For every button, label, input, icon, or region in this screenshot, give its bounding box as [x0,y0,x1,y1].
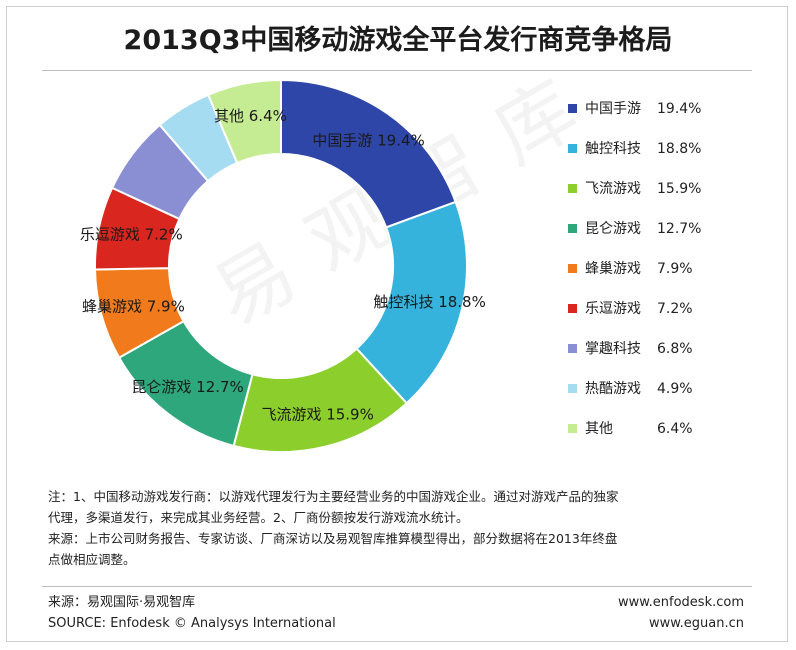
chart-frame [6,6,788,642]
legend-swatch-3 [568,223,577,233]
legend-swatch-2 [568,183,577,193]
legend-item-1: 触控科技 18.8% [568,138,701,158]
note-line-2: 代理，多渠道发行，来完成其业务经营。2、厂商份额按发行游戏流水统计。 [48,510,469,525]
slice-label-3: 昆仑游戏 12.7% [131,378,243,396]
footer-divider [42,586,752,587]
footer-url-enfodesk[interactable]: www.enfodesk.com [617,595,744,610]
legend-value-6: 6.8% [657,341,693,357]
legend-value-7: 4.9% [657,381,693,397]
legend-value-4: 7.9% [657,261,693,277]
donut-chart: 中国手游 19.4% 触控科技 18.8% 飞流游戏 15.9% 昆仑游戏 12.7%… [80,78,486,453]
legend-item-3: 昆仑游戏 12.7% [568,218,701,238]
legend-item-2: 飞流游戏 15.9% [568,178,701,198]
legend-label-4: 蜂巢游戏 [585,261,641,277]
footer-source: 来源：易观国际·易观智库 SOURCE: Enfodesk © Analysys… [48,592,336,634]
notes-block: 注：1、中国移动游戏发行商：以游戏代理发行为主要经营业务的中国游戏企业。通过对游… [48,486,748,570]
legend-swatch-6 [568,343,577,353]
legend-item-8: 其他 6.4% [568,418,693,438]
legend-item-0: 中国手游 19.4% [568,98,701,118]
note-line-1: 注：1、中国移动游戏发行商：以游戏代理发行为主要经营业务的中国游戏企业。通过对游… [48,489,619,504]
legend-value-5: 7.2% [657,301,693,317]
legend-swatch-0 [568,103,577,113]
chart-title: 2013Q3中国移动游戏全平台发行商竞争格局 [123,25,673,56]
slice-label-2: 飞流游戏 15.9% [261,406,373,424]
title-divider [42,70,752,71]
legend-swatch-1 [568,143,577,153]
source-note-line-1: 来源：上市公司财务报告、专家访谈、厂商深访以及易观智库推算模型得出，部分数据将在… [48,531,618,546]
legend-label-5: 乐逗游戏 [585,301,641,317]
legend-item-7: 热酷游戏 4.9% [568,378,693,398]
legend-swatch-4 [568,263,577,273]
slice-label-0: 中国手游 19.4% [312,132,424,150]
slice-label-4: 蜂巢游戏 7.9% [82,297,185,315]
legend-label-0: 中国手游 [585,101,641,117]
source-note-line-2: 点做相应调整。 [48,552,136,567]
legend-swatch-5 [568,303,577,313]
legend-label-3: 昆仑游戏 [585,221,641,237]
footer-url-eguan[interactable]: www.eguan.cn [648,616,744,631]
slice-label-5: 乐逗游戏 7.2% [80,226,183,244]
slice-label-8: 其他 6.4% [214,107,287,125]
legend-value-8: 6.4% [657,421,693,437]
legend-label-1: 触控科技 [585,141,641,157]
legend-label-8: 其他 [585,421,613,437]
legend-value-2: 15.9% [657,181,702,197]
footer-source-en: SOURCE: Enfodesk © Analysys Internationa… [48,616,336,631]
legend-label-2: 飞流游戏 [585,181,641,197]
legend-item-4: 蜂巢游戏 7.9% [568,258,693,278]
slice-label-1: 触控科技 18.8% [373,293,485,311]
legend-value-3: 12.7% [657,221,702,237]
donut-slice-0 [280,78,457,229]
donut-slice-8 [206,78,282,165]
legend-value-1: 18.8% [657,141,702,157]
footer-urls: www.enfodesk.com www.eguan.cn [618,592,744,634]
legend-swatch-7 [568,383,577,393]
legend-label-7: 热酷游戏 [585,381,641,397]
legend-item-5: 乐逗游戏 7.2% [568,298,693,318]
legend-value-0: 19.4% [657,101,702,117]
legend-swatch-8 [568,423,577,433]
legend-label-6: 掌趣科技 [585,341,641,357]
legend-item-6: 掌趣科技 6.8% [568,338,693,358]
footer-source-cn: 来源：易观国际·易观智库 [48,595,196,610]
